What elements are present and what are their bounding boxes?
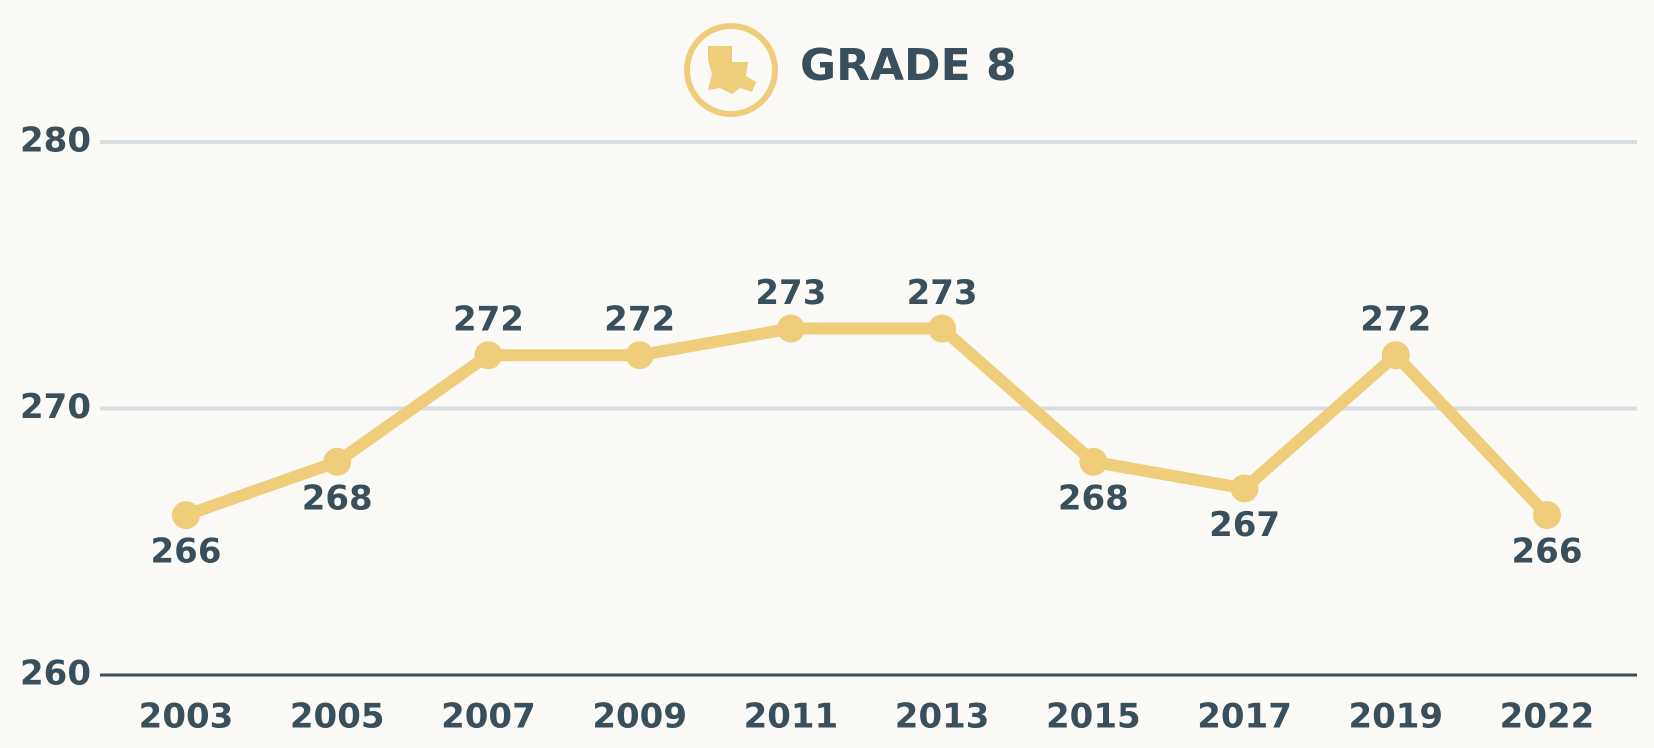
point [323,447,352,476]
point [1381,341,1410,370]
point [172,501,200,530]
y-tick-label: 260 [20,654,91,694]
x-tick-label: 2013 [895,697,990,737]
x-tick-label: 2003 [139,697,234,737]
data-label: 272 [604,300,675,340]
chart-title: GRADE 8 [800,40,1017,91]
data-label: 273 [755,273,826,313]
point [776,314,805,343]
title-icon [684,23,778,117]
point [1079,447,1108,476]
data-label: 268 [302,478,373,518]
y-tick-label: 270 [20,387,91,427]
point [625,341,654,370]
x-tick-label: 2015 [1046,697,1141,737]
point [1533,501,1561,530]
x-tick-label: 2005 [290,697,385,737]
point [474,341,503,370]
data-label: 266 [1512,532,1583,572]
x-tick-label: 2007 [441,697,536,737]
data-label: 272 [453,300,524,340]
data-label: 273 [907,273,978,313]
data-label: 272 [1360,300,1431,340]
x-tick-label: 2022 [1500,697,1595,737]
x-tick-label: 2009 [592,697,687,737]
data-label: 268 [1058,478,1129,518]
x-tick-label: 2019 [1348,697,1443,737]
x-tick-label: 2017 [1197,697,1292,737]
x-tick-label: 2011 [744,697,839,737]
point [1230,474,1259,503]
data-label: 266 [151,532,222,572]
point [928,314,957,343]
data-label: 267 [1209,505,1280,545]
y-tick-label: 280 [20,121,91,161]
line [184,322,1552,521]
